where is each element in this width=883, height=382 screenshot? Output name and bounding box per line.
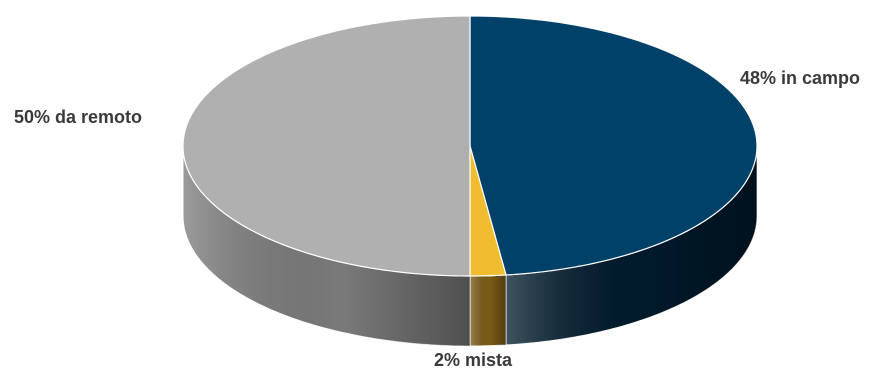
pie-slice-48-in-campo (469, 15, 758, 276)
pie-side-shade-48-in-campo (505, 146, 757, 345)
slice-label-in-campo: 48% in campo (740, 68, 861, 88)
pie-slice-2-mista (469, 145, 507, 277)
pie-side-shade-50-da-remoto (183, 146, 470, 346)
slice-label-mista: 2% mista (434, 350, 513, 370)
pie-side-shade-2-mista (470, 274, 506, 346)
pie-slice-50-da-remoto (182, 15, 471, 277)
slice-label-da-remoto: 50% da remoto (14, 107, 143, 127)
